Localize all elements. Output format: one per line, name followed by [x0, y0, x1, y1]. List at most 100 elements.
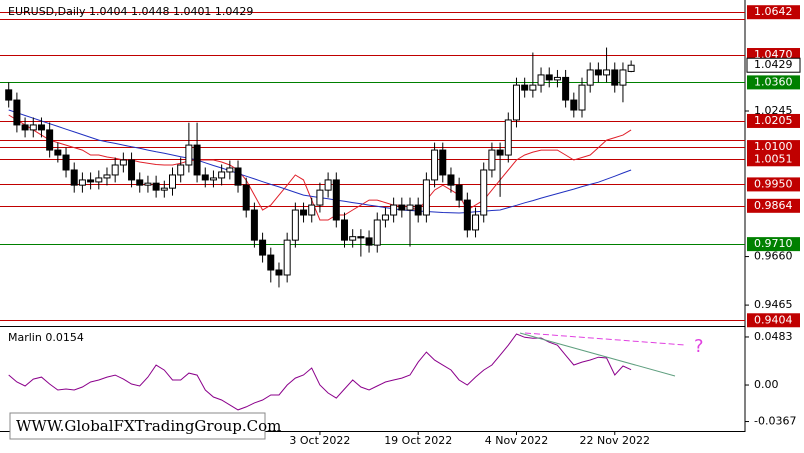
candle-body [578, 84, 586, 111]
candle-body [414, 204, 422, 216]
candle-body [234, 167, 242, 186]
annotation: ? [694, 336, 704, 357]
candle-body [177, 164, 185, 176]
candle-body [381, 214, 389, 221]
level-label: 0.9404 [754, 313, 793, 326]
candle-body [185, 144, 193, 166]
candle-body [357, 236, 365, 239]
candle-body [46, 129, 54, 151]
candle-body [488, 149, 496, 171]
candle-body [128, 159, 136, 181]
candle-body [103, 174, 111, 179]
x-tick-label: 3 Oct 2022 [289, 434, 350, 447]
candle-body [21, 124, 29, 131]
indicator-line [8, 333, 632, 411]
axis: 1.02450.96600.94651.06421.04701.03601.02… [289, 5, 801, 447]
indicator-title: Marlin 0.0154 [8, 331, 84, 344]
candle-body [209, 177, 217, 181]
level-label: 1.0360 [754, 75, 793, 88]
candle-body [267, 254, 275, 271]
candle-body [291, 209, 299, 241]
candle-body [521, 84, 529, 91]
candle-body [340, 219, 348, 241]
candle-body [119, 159, 127, 166]
level-label: 1.0642 [754, 5, 793, 18]
level-label-box [747, 152, 800, 167]
level-label: 0.9710 [754, 237, 793, 250]
candle-body [152, 182, 160, 191]
level-label-box [747, 177, 800, 192]
candle-body [201, 174, 209, 181]
candle-body [324, 179, 332, 191]
candle-body [160, 187, 168, 191]
candle-body [308, 204, 316, 216]
candle-body [480, 169, 488, 216]
candle-body [111, 164, 119, 176]
candle-body [504, 119, 512, 156]
level-label: 0.9864 [754, 199, 793, 212]
candle-body [29, 124, 37, 131]
y2-tick-label: 0.0483 [754, 330, 793, 343]
level-label-box [747, 113, 800, 128]
candle-body [562, 76, 570, 101]
candle-body [78, 179, 86, 186]
candle-body [422, 179, 430, 216]
candle-body [627, 64, 635, 72]
candle-body [373, 219, 381, 246]
candle-body [332, 179, 340, 221]
y-tick-label: 1.0245 [754, 104, 793, 117]
candle-body [512, 84, 520, 121]
candle-body [594, 69, 602, 76]
y-tick-label: 0.9465 [754, 298, 793, 311]
candle-body [136, 179, 144, 186]
x-tick-label: 22 Nov 2022 [580, 434, 650, 447]
candle-body [316, 189, 324, 206]
candle-body [193, 144, 201, 176]
candle-body [283, 239, 291, 276]
candle-body [62, 154, 70, 171]
candle-body [447, 174, 455, 186]
candle-body [300, 209, 308, 216]
plot [5, 47, 635, 411]
candle-body [439, 149, 447, 176]
level-label-box [747, 140, 800, 155]
candle-body [87, 179, 95, 183]
candle-body [611, 69, 619, 86]
candle-body [553, 76, 561, 81]
candle-body [586, 69, 594, 86]
level-label: 1.0051 [754, 152, 793, 165]
candle-body [144, 182, 152, 186]
candle-body [242, 184, 250, 211]
candle-body [390, 204, 398, 216]
candle-body [54, 149, 62, 156]
trend-line [519, 332, 676, 377]
candle-body [537, 74, 545, 86]
candle-body [349, 236, 357, 241]
level-label-box [747, 75, 800, 90]
candle-body [472, 214, 480, 231]
level-label-box [747, 198, 800, 213]
x-tick-label: 19 Oct 2022 [384, 434, 452, 447]
current-price-label: 1.0429 [754, 58, 793, 71]
y-tick-label: 0.9660 [754, 250, 793, 263]
candle-body [169, 174, 176, 189]
candle-body [455, 184, 463, 201]
moving-average [8, 114, 632, 221]
watermark-box [9, 412, 266, 440]
chart-title: EURUSD,Daily 1.0404 1.0448 1.0401 1.0429 [8, 5, 253, 18]
x-tick-label: 4 Nov 2022 [485, 434, 548, 447]
watermark: WWW.GlobalFXTradingGroup.Com [16, 417, 281, 435]
candle-body [406, 204, 414, 211]
level-label: 0.9950 [754, 177, 793, 190]
candle-body [619, 69, 627, 86]
candle-body [95, 177, 103, 183]
level-label-box [747, 5, 800, 20]
current-price-box [746, 57, 801, 73]
level-label: 1.0100 [754, 140, 793, 153]
candle-body [431, 149, 439, 181]
candle-body [259, 239, 267, 256]
candle-body [496, 149, 504, 156]
